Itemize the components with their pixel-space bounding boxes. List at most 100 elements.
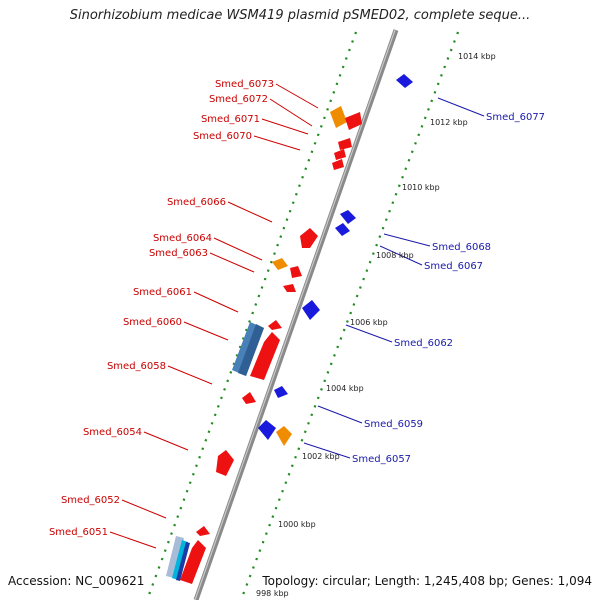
gene-label[interactable]: Smed_6070 xyxy=(193,131,252,142)
tick-mark xyxy=(226,379,230,383)
gene-labels-right: Smed_6077 Smed_6068 Smed_6067 Smed_6062 … xyxy=(352,112,545,465)
gene-feature-blue[interactable] xyxy=(340,210,356,224)
tick-mark xyxy=(157,566,161,569)
tick-mark xyxy=(323,116,326,120)
tick-mark xyxy=(427,108,430,111)
tick-mark xyxy=(204,438,208,442)
gene-label[interactable]: Smed_6051 xyxy=(49,527,108,538)
tick-mark xyxy=(354,31,358,35)
tick-mark xyxy=(198,455,201,459)
gene-feature-orange[interactable] xyxy=(272,258,288,270)
tick-mark xyxy=(307,421,310,425)
tick-mark xyxy=(220,396,223,400)
gene-feature-blue[interactable] xyxy=(396,74,413,88)
gene-feature-red[interactable] xyxy=(242,392,256,404)
gene-feature-lightblue[interactable] xyxy=(166,536,184,578)
tick-mark xyxy=(263,277,267,281)
tick-mark xyxy=(191,472,195,476)
tick-mark xyxy=(300,438,304,442)
scale-label: 1010 kbp xyxy=(402,183,440,192)
gene-feature-blue[interactable] xyxy=(335,223,350,236)
tick-mark xyxy=(417,133,421,137)
tick-mark xyxy=(279,235,283,238)
gene-feature-red[interactable] xyxy=(290,266,302,278)
gene-feature-red[interactable] xyxy=(345,112,362,130)
tick-mark xyxy=(388,209,391,213)
leader-lines-left xyxy=(109,83,319,549)
tick-mark xyxy=(276,243,280,247)
gene-feature-red[interactable] xyxy=(334,149,346,160)
tick-mark xyxy=(329,362,333,366)
summary-label: Topology: circular; Length: 1,245,408 bp… xyxy=(262,574,592,588)
tick-mark xyxy=(304,167,308,171)
tick-mark xyxy=(182,498,186,502)
gene-label[interactable]: Smed_6061 xyxy=(133,287,192,298)
tick-mark xyxy=(355,294,359,298)
gene-feature-blue[interactable] xyxy=(274,386,288,398)
tick-mark xyxy=(336,345,340,349)
scale-label: 1006 kbp xyxy=(350,318,388,327)
gene-label[interactable]: Smed_6058 xyxy=(107,361,166,372)
tick-mark xyxy=(163,549,167,552)
tick-mark xyxy=(266,269,270,272)
gene-label[interactable]: Smed_6060 xyxy=(123,317,182,328)
tick-mark xyxy=(151,583,155,586)
gene-label[interactable]: Smed_6062 xyxy=(394,338,453,349)
gene-feature-red[interactable] xyxy=(332,159,344,170)
leader-lines-right xyxy=(303,97,485,459)
tick-mark xyxy=(176,515,180,518)
tick-mark xyxy=(291,201,295,205)
gene-feature-red[interactable] xyxy=(338,138,352,150)
gene-feature-blue[interactable] xyxy=(258,420,276,440)
gene-feature-red[interactable] xyxy=(300,228,318,248)
tick-mark xyxy=(352,303,356,306)
gene-label[interactable]: Smed_6059 xyxy=(364,419,423,430)
tick-mark xyxy=(391,201,395,205)
tick-mark xyxy=(368,260,372,264)
tick-mark xyxy=(166,540,170,544)
gene-label[interactable]: Smed_6077 xyxy=(486,112,545,123)
gene-feature-blue[interactable] xyxy=(302,300,320,320)
gene-feature-red[interactable] xyxy=(283,284,296,292)
gene-label[interactable]: Smed_6068 xyxy=(432,242,491,253)
tick-mark xyxy=(375,243,378,247)
gene-feature-red[interactable] xyxy=(180,540,206,584)
gene-label[interactable]: Smed_6071 xyxy=(201,114,260,125)
gene-label[interactable]: Smed_6057 xyxy=(352,454,411,465)
tick-mark xyxy=(248,574,252,578)
tick-mark xyxy=(290,464,294,468)
gene-feature-red[interactable] xyxy=(250,332,280,380)
tick-mark xyxy=(332,91,336,94)
gene-feature-red[interactable] xyxy=(268,320,282,330)
tick-mark xyxy=(323,379,327,383)
gene-feature-red[interactable] xyxy=(216,450,234,476)
tick-mark xyxy=(255,557,259,561)
tick-mark xyxy=(443,65,447,69)
tick-mark xyxy=(351,40,354,43)
gene-label[interactable]: Smed_6067 xyxy=(424,261,483,272)
gene-label[interactable]: Smed_6073 xyxy=(215,79,274,90)
gene-label[interactable]: Smed_6072 xyxy=(209,94,268,105)
gene-label[interactable]: Smed_6054 xyxy=(83,427,142,438)
tick-mark xyxy=(207,430,211,434)
gene-feature-navy[interactable] xyxy=(176,542,190,581)
tick-mark xyxy=(235,354,239,357)
gene-label[interactable]: Smed_6066 xyxy=(167,197,226,208)
gene-label[interactable]: Smed_6064 xyxy=(153,233,212,244)
scale-label: 1014 kbp xyxy=(458,52,496,61)
tick-mark xyxy=(365,269,369,272)
tick-mark xyxy=(210,421,214,425)
tick-mark xyxy=(433,91,437,94)
scale-label: 1012 kbp xyxy=(430,118,468,127)
tick-mark xyxy=(251,566,255,569)
tick-mark xyxy=(414,141,417,145)
tick-mark xyxy=(333,354,336,357)
gene-feature-orange[interactable] xyxy=(276,426,292,446)
gene-feature-red[interactable] xyxy=(196,526,210,536)
tick-mark xyxy=(294,192,298,196)
tick-mark xyxy=(362,277,366,281)
gene-feature-orange[interactable] xyxy=(330,106,347,128)
gene-label[interactable]: Smed_6063 xyxy=(149,248,208,259)
tick-mark xyxy=(453,40,456,43)
gene-label[interactable]: Smed_6052 xyxy=(61,495,120,506)
